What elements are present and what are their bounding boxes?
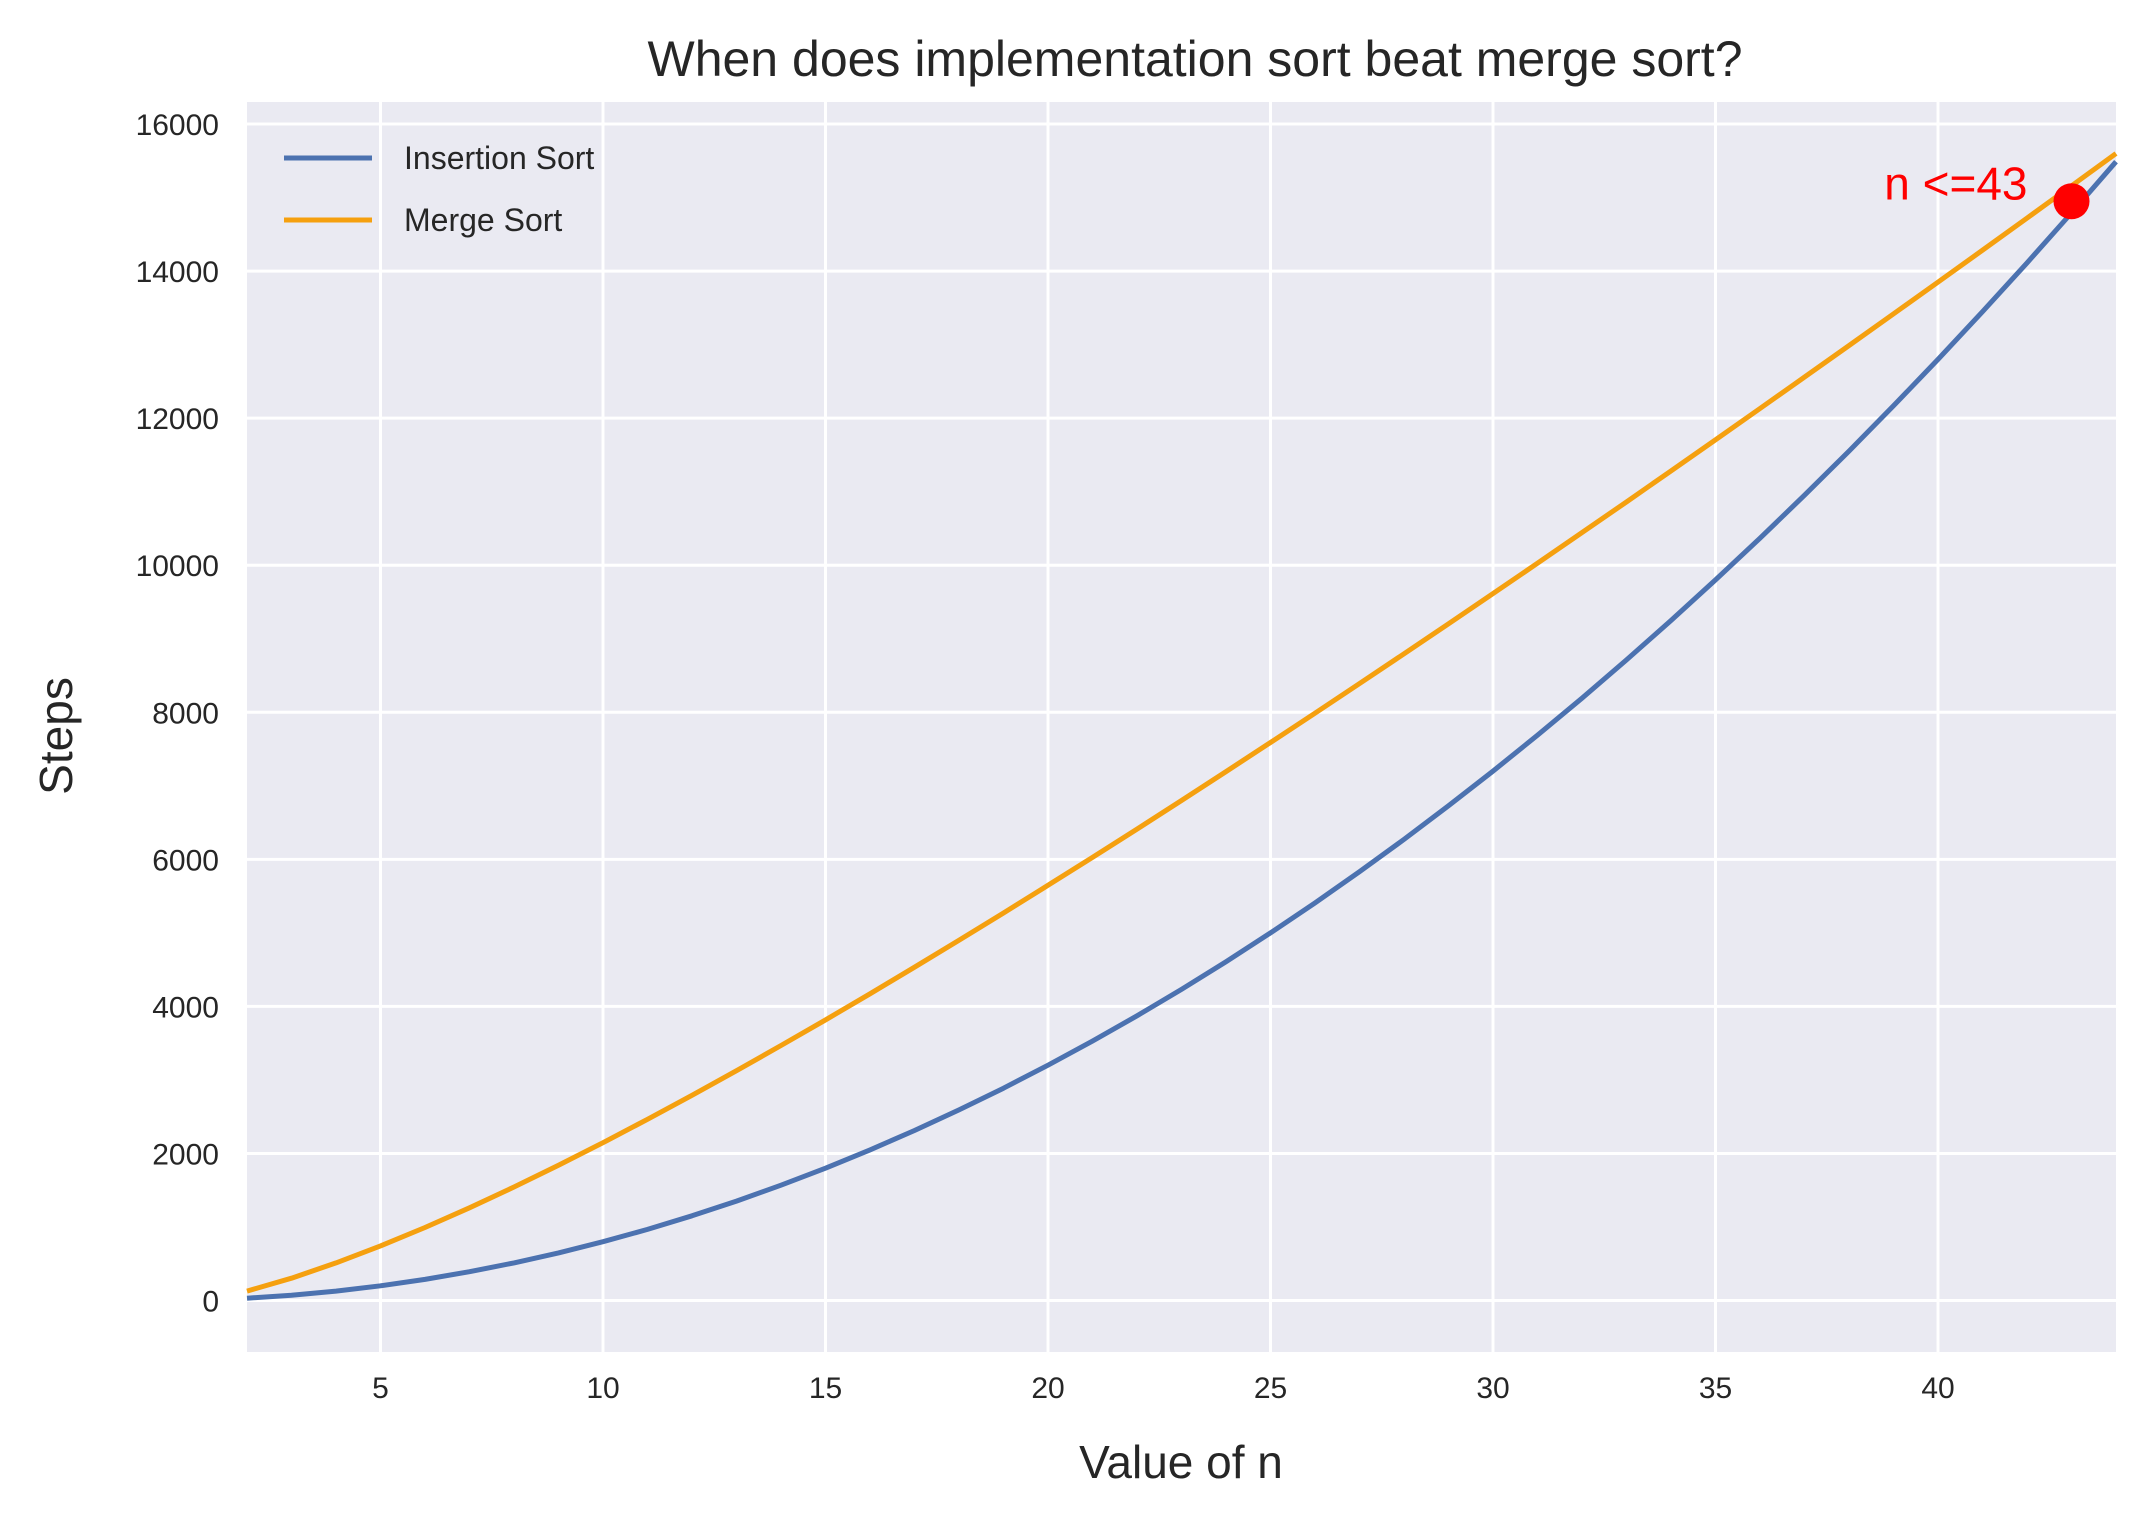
x-tick-label: 10: [586, 1372, 619, 1405]
y-axis-ticks: 0 2000 4000 6000 8000 10000 12000 14000 16000: [136, 109, 219, 1318]
x-tick-label: 35: [1699, 1372, 1732, 1405]
y-tick-label: 12000: [136, 403, 219, 436]
x-tick-label: 20: [1031, 1372, 1064, 1405]
y-tick-label: 16000: [136, 109, 219, 142]
annotation-marker: [2053, 183, 2090, 220]
y-tick-label: 4000: [152, 991, 219, 1024]
annotation-label: n <=43: [1884, 157, 2027, 209]
grid-lines: [247, 102, 2116, 1352]
x-tick-label: 40: [1921, 1372, 1954, 1405]
series-line-0: [246, 160, 2118, 1301]
y-tick-label: 10000: [136, 550, 219, 583]
chart-title: When does implementation sort beat merge…: [648, 31, 1743, 87]
x-tick-label: 15: [809, 1372, 842, 1405]
x-tick-label: 25: [1254, 1372, 1287, 1405]
y-axis-label: Steps: [30, 677, 82, 795]
y-tick-label: 14000: [136, 256, 219, 289]
annotation-layer: n <=43: [1884, 157, 2090, 220]
y-tick-label: 2000: [152, 1138, 219, 1171]
y-tick-label: 6000: [152, 844, 219, 877]
legend: Insertion Sort Merge Sort: [284, 140, 594, 238]
legend-label-1: Merge Sort: [404, 202, 562, 238]
series-layer: [246, 151, 2118, 1301]
y-tick-label: 0: [202, 1286, 219, 1319]
legend-label-0: Insertion Sort: [404, 140, 594, 176]
x-axis-ticks: 5 10 15 20 25 30 35 40: [372, 1372, 1955, 1405]
y-tick-label: 8000: [152, 697, 219, 730]
plot-area: [247, 102, 2116, 1352]
x-tick-label: 30: [1476, 1372, 1509, 1405]
series-line-1: [246, 151, 2118, 1294]
x-tick-label: 5: [372, 1372, 389, 1405]
x-axis-label: Value of n: [1079, 1436, 1283, 1488]
